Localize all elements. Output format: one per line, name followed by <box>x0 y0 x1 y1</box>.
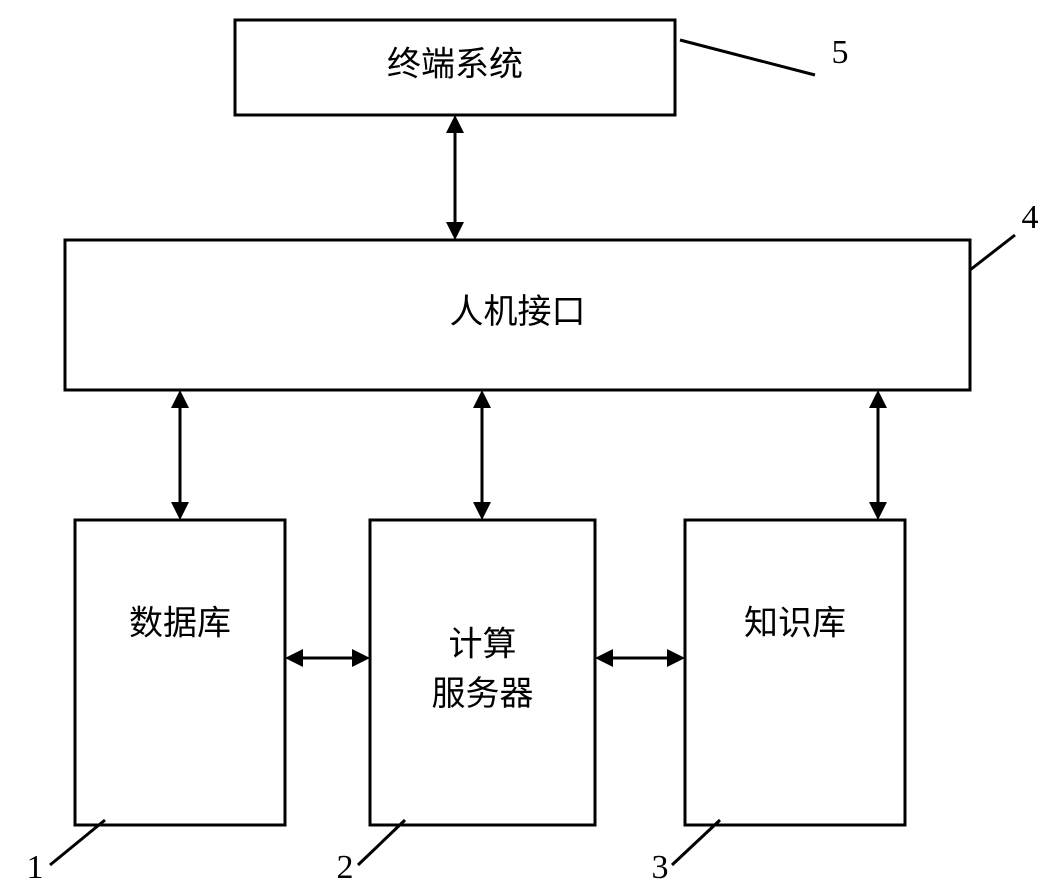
callout-number-1: 1 <box>27 849 44 886</box>
callout-1: 1 <box>27 820 106 886</box>
connector-hmi-server <box>473 390 491 520</box>
callout-5: 5 <box>680 34 849 75</box>
box-hmi: 人机接口 <box>65 240 970 390</box>
callout-2: 2 <box>337 820 406 886</box>
callout-number-2: 2 <box>337 849 354 886</box>
box-server: 计算服务器 <box>370 520 595 825</box>
connector-terminal-hmi <box>446 115 464 240</box>
box-database-label-0: 数据库 <box>129 605 231 643</box>
box-hmi-label-0: 人机接口 <box>450 293 586 331</box>
callout-3: 3 <box>652 820 721 886</box>
box-knowledge: 知识库 <box>685 520 905 825</box>
connector-hmi-database <box>171 390 189 520</box>
box-terminal: 终端系统 <box>235 20 675 115</box>
box-server-label-1: 服务器 <box>432 675 534 713</box>
box-database: 数据库 <box>75 520 285 825</box>
connector-server-knowledge <box>595 649 685 667</box>
callout-number-4: 4 <box>1022 199 1039 236</box>
connector-hmi-knowledge <box>869 390 887 520</box>
callout-number-3: 3 <box>652 849 669 886</box>
callout-4: 4 <box>970 199 1039 270</box>
box-knowledge-label-0: 知识库 <box>744 605 846 643</box>
box-terminal-label-0: 终端系统 <box>387 45 523 83</box>
box-server-label-0: 计算 <box>449 626 517 664</box>
callout-number-5: 5 <box>832 34 849 71</box>
connector-database-server <box>285 649 370 667</box>
